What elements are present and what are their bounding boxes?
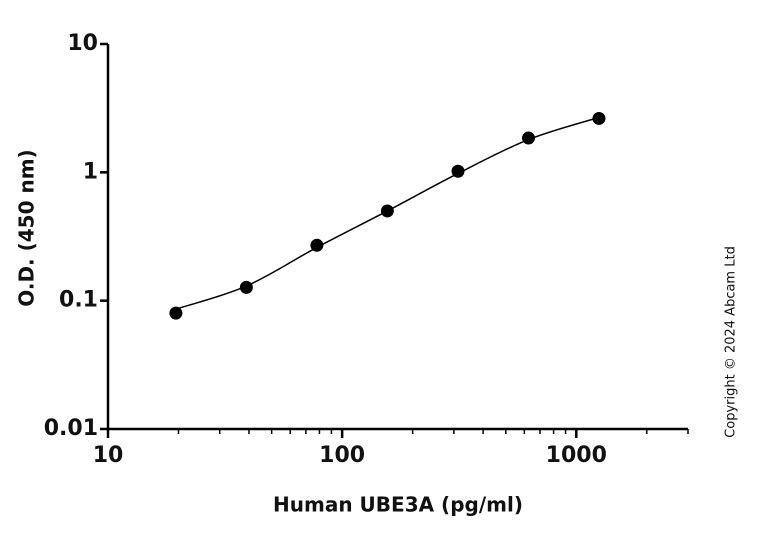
point <box>310 238 324 252</box>
point <box>451 164 465 178</box>
y-tick-label: 10 <box>67 31 98 56</box>
point <box>592 111 606 125</box>
point <box>521 131 535 145</box>
y-tick-label: 0.1 <box>59 288 98 313</box>
y-tick-label: 0.01 <box>44 416 98 441</box>
y-axis-label: O.D. (450 nm) <box>15 149 39 306</box>
point <box>239 280 253 294</box>
point <box>169 306 183 320</box>
point <box>380 204 394 218</box>
x-tick-label: 1000 <box>546 443 607 468</box>
x-tick-label: 10 <box>93 443 124 468</box>
copyright: Copyright © 2024 Abcam Ltd <box>724 246 739 438</box>
x-tick-label: 100 <box>319 443 365 468</box>
x-axis-label: Human UBE3A (pg/ml) <box>273 493 523 517</box>
y-tick-label: 1 <box>83 159 98 184</box>
